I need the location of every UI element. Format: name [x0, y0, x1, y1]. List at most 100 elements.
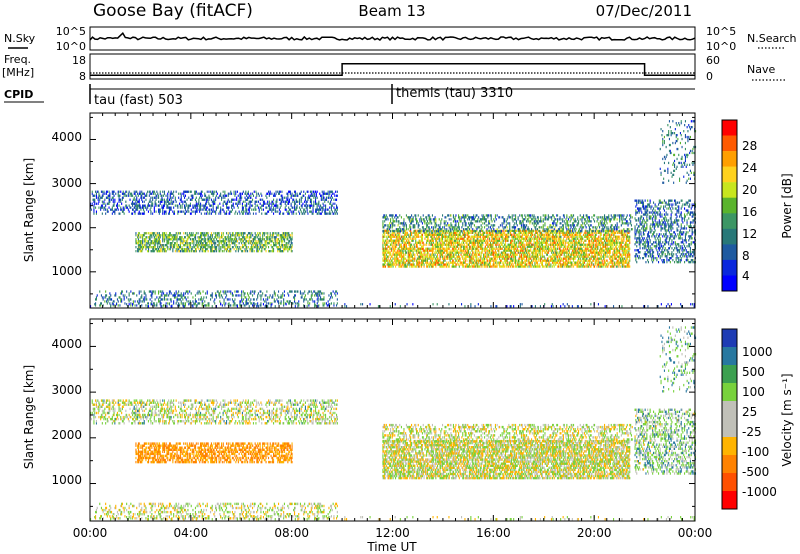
power-cell — [265, 232, 267, 235]
power-cell — [293, 296, 295, 299]
power-cell — [241, 238, 243, 241]
power-cell — [204, 304, 206, 307]
power-cell — [268, 302, 270, 305]
power-cell — [282, 294, 284, 297]
power-cell — [512, 263, 514, 266]
power-cell — [507, 237, 509, 240]
power-cell — [294, 294, 296, 297]
power-cell — [273, 194, 275, 197]
power-cell — [244, 204, 246, 207]
power-cell — [268, 240, 270, 243]
power-cell — [486, 257, 488, 260]
power-cell — [263, 248, 265, 251]
power-cell — [99, 194, 101, 197]
power-cell — [103, 190, 105, 193]
power-cell — [330, 190, 332, 193]
power-cell — [168, 236, 170, 239]
power-cell — [200, 204, 202, 207]
power-cell — [229, 240, 231, 243]
power-cell — [210, 232, 212, 235]
power-cell — [195, 204, 197, 207]
power-cell — [147, 246, 149, 249]
power-cell — [198, 198, 200, 201]
power-cell — [277, 190, 279, 193]
power-cell — [446, 245, 448, 248]
power-cell — [241, 300, 243, 303]
power-cell — [249, 204, 251, 207]
power-cell — [179, 298, 181, 301]
power-cell — [121, 192, 123, 195]
power-cell — [185, 250, 187, 253]
power-cell — [153, 302, 155, 305]
date-title: 07/Dec/2011 — [596, 2, 692, 20]
power-cell — [272, 234, 274, 237]
power-cell — [122, 294, 124, 297]
power-cell — [194, 204, 196, 207]
power-cell — [178, 232, 180, 235]
power-cell — [200, 236, 202, 239]
power-cell — [217, 244, 219, 247]
power-cell — [199, 240, 201, 243]
power-cell — [202, 298, 204, 301]
power-cell — [384, 255, 386, 258]
power-cell — [390, 235, 392, 238]
power-cell — [473, 245, 475, 248]
power-cell — [155, 236, 157, 239]
power-cell — [179, 242, 181, 245]
power-cell — [255, 244, 257, 247]
power-cell — [210, 244, 212, 247]
power-cell — [103, 200, 105, 203]
power-cell — [203, 208, 205, 211]
power-cell — [179, 206, 181, 209]
power-cell — [224, 242, 226, 245]
power-cell — [111, 190, 113, 193]
power-cell — [138, 302, 140, 305]
power-cell — [255, 234, 257, 237]
power-cell — [113, 194, 115, 197]
power-cell — [170, 198, 172, 201]
power-cell — [132, 212, 134, 215]
power-cell — [214, 210, 216, 213]
power-cell — [472, 253, 474, 256]
power-cell — [143, 298, 145, 301]
power-cell — [105, 294, 107, 297]
power-cell — [304, 294, 306, 297]
power-cell — [112, 304, 114, 307]
power-cell — [318, 290, 320, 293]
power-cell — [104, 206, 106, 209]
power-cell — [271, 246, 273, 249]
power-cell — [385, 247, 387, 250]
power-cell — [201, 232, 203, 235]
power-cell — [457, 257, 459, 260]
power-cell — [112, 192, 114, 195]
power-cell — [169, 208, 171, 211]
power-cell — [229, 246, 231, 249]
power-cell — [209, 236, 211, 239]
power-cell — [187, 208, 189, 211]
power-cell — [176, 204, 178, 207]
power-cell — [473, 255, 475, 258]
power-cell — [451, 257, 453, 260]
power-cell — [176, 250, 178, 253]
power-cell — [329, 212, 331, 215]
power-cell — [206, 206, 208, 209]
power-cell — [395, 245, 397, 248]
power-cell — [446, 265, 448, 268]
power-cell — [188, 210, 190, 213]
power-cell — [179, 250, 181, 253]
power-cell — [391, 231, 393, 234]
power-cell — [253, 246, 255, 249]
power-cell — [329, 210, 331, 213]
power-cell — [149, 246, 151, 249]
power-cell — [262, 244, 264, 247]
power-cell — [180, 248, 182, 251]
power-cell — [254, 290, 256, 293]
power-cell — [200, 192, 202, 195]
power-cell — [491, 265, 493, 268]
power-cell — [202, 234, 204, 237]
power-cell — [214, 248, 216, 251]
power-cell — [191, 240, 193, 243]
power-cell — [157, 234, 159, 237]
power-cell — [137, 302, 139, 305]
power-cell — [288, 200, 290, 203]
